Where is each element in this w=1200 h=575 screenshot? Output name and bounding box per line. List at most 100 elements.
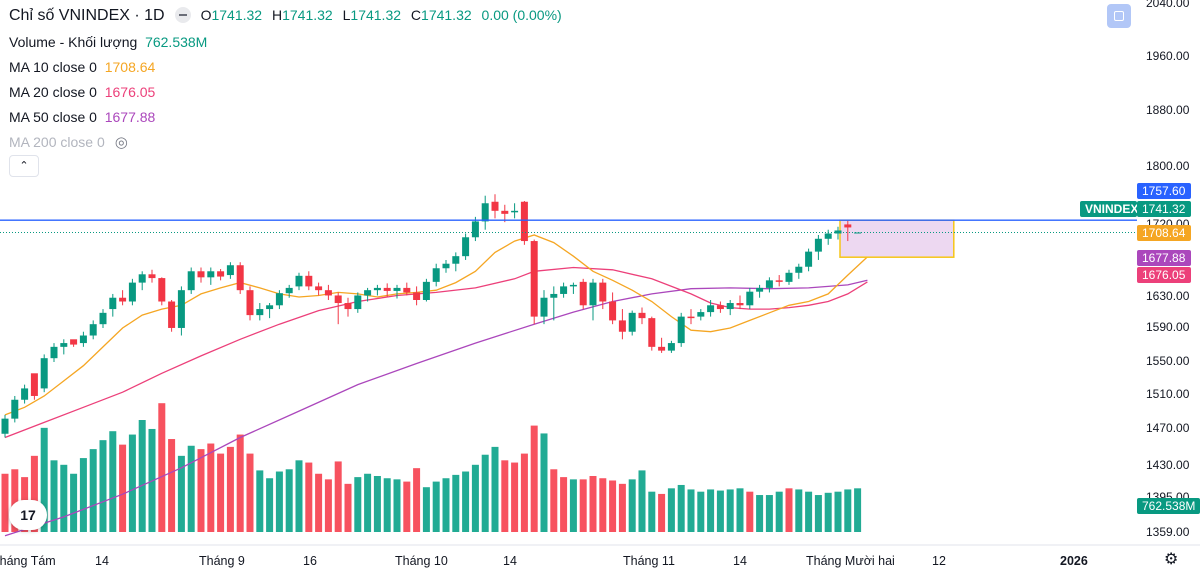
volume-bar xyxy=(854,488,862,532)
screenshot-icon[interactable] xyxy=(1107,4,1131,28)
candle-body xyxy=(726,303,734,310)
minus-icon[interactable] xyxy=(174,7,191,23)
volume-bar xyxy=(824,492,832,532)
x-tick-label: Tháng 9 xyxy=(199,554,245,568)
price-lines xyxy=(0,219,1137,233)
volume-bar xyxy=(413,468,421,532)
candle-body xyxy=(11,399,19,419)
candle xyxy=(422,278,430,302)
x-tick-label: 14 xyxy=(503,554,517,568)
candle xyxy=(79,331,87,347)
candle xyxy=(648,316,656,351)
candle xyxy=(21,384,29,404)
candle-body xyxy=(383,287,391,291)
volume-bar xyxy=(109,431,117,532)
candle-body xyxy=(452,256,460,264)
candle-body xyxy=(511,210,519,213)
candle xyxy=(471,216,479,242)
candle-body xyxy=(756,287,764,292)
candle-body xyxy=(403,287,411,293)
candle-body xyxy=(148,274,156,279)
candle-body xyxy=(413,292,421,300)
volume-bar xyxy=(295,460,303,532)
volume-bar xyxy=(491,446,499,532)
y-tick-label: 1630.00 xyxy=(1146,289,1190,303)
candle-body xyxy=(814,238,822,252)
volume-bar xyxy=(785,488,793,532)
candle xyxy=(246,286,254,321)
ma10-line xyxy=(4,234,868,416)
candle-body xyxy=(217,271,225,277)
legend-ma50[interactable]: MA 50 close 0 1677.88 xyxy=(9,105,568,130)
volume-bar xyxy=(707,489,715,532)
volume-bar xyxy=(1,473,9,532)
volume-bar xyxy=(334,461,342,532)
candle xyxy=(834,226,842,240)
price-label: VNINDEX xyxy=(1080,201,1138,217)
volume-bar xyxy=(501,460,509,532)
candle xyxy=(344,297,352,317)
candle-body xyxy=(70,339,78,345)
candle-body xyxy=(324,290,332,296)
volume-bar xyxy=(11,469,19,532)
candle-body xyxy=(481,203,489,222)
volume-bar xyxy=(177,455,185,532)
candle-body xyxy=(540,297,548,317)
y-tick-label: 1359.00 xyxy=(1146,525,1190,539)
collapse-legend-button[interactable]: ⌃ xyxy=(9,155,39,177)
legend-ma10[interactable]: MA 10 close 0 1708.64 xyxy=(9,55,568,80)
volume-bar xyxy=(256,470,264,532)
volume-bar xyxy=(275,471,283,532)
candle xyxy=(354,292,362,313)
candle xyxy=(148,269,156,283)
price-label-bg xyxy=(1137,267,1191,283)
candle xyxy=(550,286,558,321)
candle xyxy=(481,195,489,230)
candle-body xyxy=(658,346,666,351)
candle xyxy=(275,290,283,310)
candle-body xyxy=(716,305,724,310)
chart-legend: Chỉ số VNINDEX · 1D O1741.32 H1741.32 L1… xyxy=(9,0,568,155)
candle xyxy=(383,283,391,297)
candle xyxy=(501,204,509,223)
candle-body xyxy=(226,265,234,276)
candle-body xyxy=(560,286,568,294)
legend-ma200[interactable]: MA 200 close 0 ◎ xyxy=(9,130,568,155)
volume-bar xyxy=(128,434,136,532)
volume-bar xyxy=(305,462,313,532)
tradingview-logo[interactable]: 17 xyxy=(9,500,47,530)
volume-bar xyxy=(79,458,87,532)
candle xyxy=(520,200,528,245)
price-label-bg xyxy=(1137,183,1191,199)
candle-body xyxy=(50,346,58,359)
volume-bar xyxy=(452,474,460,532)
settings-gear-icon[interactable]: ⚙ xyxy=(1164,551,1179,568)
candle xyxy=(177,286,185,336)
volume-bar xyxy=(471,464,479,532)
candle xyxy=(687,309,695,325)
ohlc-values: O1741.32 H1741.32 L1741.32 C1741.32 0.00… xyxy=(200,6,562,23)
eye-hidden-icon[interactable]: ◎ xyxy=(114,134,128,151)
y-tick-label: 1960.00 xyxy=(1146,49,1190,63)
candle xyxy=(638,307,646,325)
candle xyxy=(579,278,587,310)
legend-volume[interactable]: Volume - Khối lượng 762.538M xyxy=(9,30,568,55)
candle xyxy=(599,278,607,310)
candles xyxy=(1,194,862,438)
volume-bar xyxy=(354,477,362,532)
candle xyxy=(618,309,626,340)
candle-body xyxy=(119,297,127,302)
volume-bar xyxy=(442,478,450,532)
volume-bar xyxy=(677,484,685,532)
x-tick-label: Tháng 11 xyxy=(623,554,675,568)
candle-body xyxy=(1,418,9,434)
symbol-title[interactable]: Chỉ số VNINDEX · 1D xyxy=(9,6,165,24)
candle-body xyxy=(707,305,715,313)
candle-body xyxy=(550,293,558,298)
price-label-bg xyxy=(1137,498,1200,514)
legend-ma20[interactable]: MA 20 close 0 1676.05 xyxy=(9,80,568,105)
volume-bar xyxy=(795,489,803,532)
candle xyxy=(30,373,38,400)
candle-body xyxy=(79,335,87,344)
